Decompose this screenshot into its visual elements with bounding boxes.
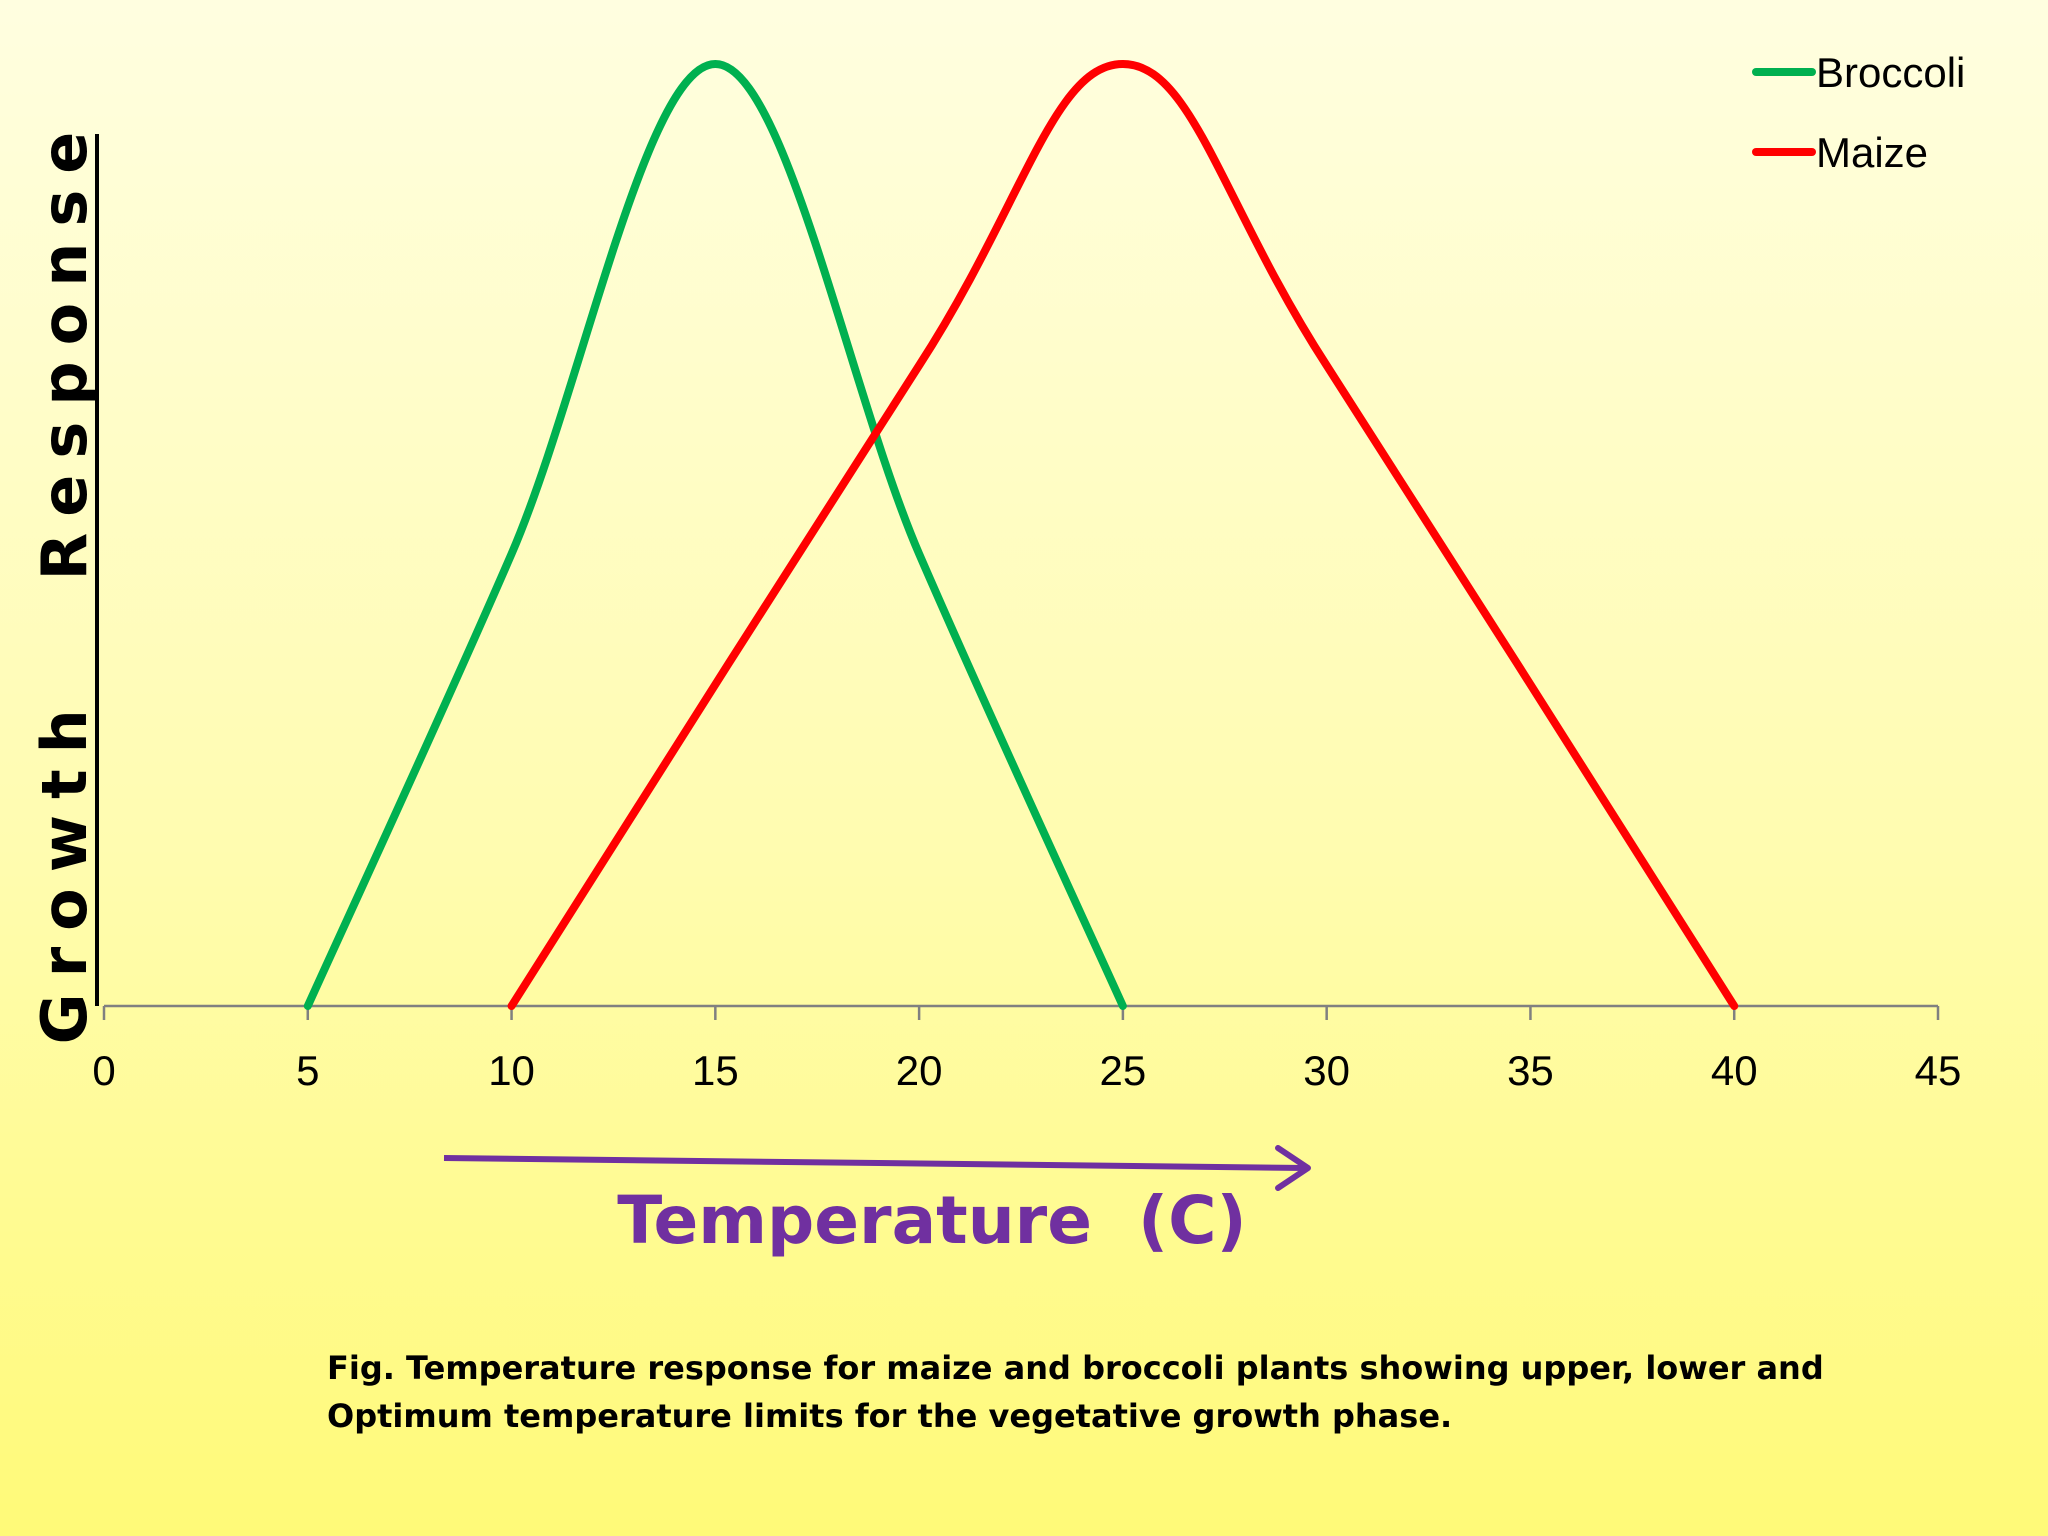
caption-line-2: Optimum temperature limits for the veget… xyxy=(327,1397,1453,1435)
series-layer xyxy=(303,60,1739,1010)
caption-line-1: Fig. Temperature response for maize and … xyxy=(327,1349,1824,1387)
y-axis-label: Growth Response xyxy=(28,116,101,1045)
direction-arrow xyxy=(443,1145,1311,1191)
x-tick-label: 0 xyxy=(92,1047,115,1094)
x-tick-label: 40 xyxy=(1711,1047,1758,1094)
arrow-shaft xyxy=(443,1155,1307,1171)
x-tick-label: 15 xyxy=(692,1047,739,1094)
series-line-maize xyxy=(507,60,1739,1010)
x-axis-label: Temperature (C) xyxy=(617,1182,1246,1259)
x-tick-label: 10 xyxy=(488,1047,535,1094)
x-tick-label: 35 xyxy=(1507,1047,1554,1094)
figure-caption: Fig. Temperature response for maize and … xyxy=(327,1344,1827,1440)
x-tick-label: 30 xyxy=(1303,1047,1350,1094)
legend-label-broccoli: Broccoli xyxy=(1816,49,1965,96)
x-tick-label: 5 xyxy=(296,1047,319,1094)
arrow-head xyxy=(1275,1145,1311,1191)
x-ticks: 0 5 10 15 20 25 30 35 40 45 xyxy=(92,1006,1961,1094)
legend: Broccoli Maize xyxy=(1752,49,1965,176)
legend-label-maize: Maize xyxy=(1816,129,1928,176)
series-line-broccoli xyxy=(303,60,1127,1010)
x-tick-label: 20 xyxy=(896,1047,943,1094)
x-tick-label: 25 xyxy=(1100,1047,1147,1094)
x-tick-label: 45 xyxy=(1915,1047,1962,1094)
